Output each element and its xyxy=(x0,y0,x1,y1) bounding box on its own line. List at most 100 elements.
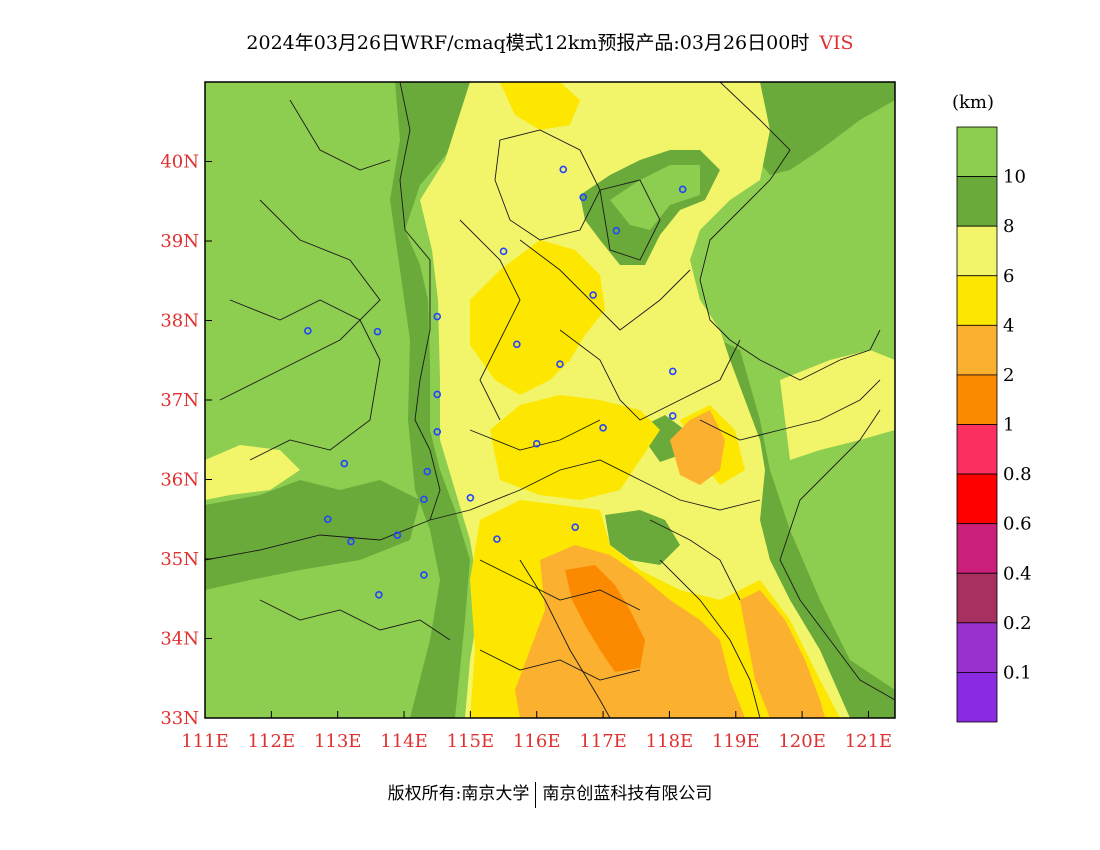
lon-tick-label: 111E xyxy=(181,731,229,752)
lat-tick-label: 37N xyxy=(160,390,199,411)
province-boundary-shanxi-henan xyxy=(205,509,471,561)
map-title: 2024年03月26日WRF/cmaq模式12km预报产品:03月26日00时 V… xyxy=(0,28,1100,55)
colorbar-segment xyxy=(956,126,998,177)
lon-tick-label: 114E xyxy=(380,731,428,752)
footer-right: 南京创蓝科技有限公司 xyxy=(542,784,713,804)
city-marker xyxy=(668,367,677,376)
city-marker xyxy=(420,495,428,504)
county-boundary-9 xyxy=(289,99,391,171)
lat-tick-label: 35N xyxy=(160,549,199,570)
colorbar-label: 0.1 xyxy=(1003,662,1032,683)
county-boundary-4 xyxy=(519,239,691,331)
field-gt10-jing-jin xyxy=(610,165,700,230)
colorbar-segment xyxy=(956,176,998,227)
city-marker xyxy=(373,327,382,336)
county-boundary-2 xyxy=(229,299,381,461)
county-boundary-11 xyxy=(699,379,881,441)
lat-tick-label: 39N xyxy=(160,231,199,252)
colorbar-segment xyxy=(956,324,998,376)
field-1-2-core xyxy=(565,565,645,672)
colorbar-segment xyxy=(956,424,998,475)
city-marker xyxy=(678,185,687,194)
field-4-6-hebei xyxy=(470,240,605,395)
colorbar-label: 4 xyxy=(1003,315,1014,336)
colorbar-label: 0.6 xyxy=(1003,514,1032,535)
colorbar-segment xyxy=(956,672,998,723)
field-6-8-sw xyxy=(205,445,300,500)
map-ticks: 111E 112E 113E 114E 115E 116E 117E 118E 119E 120E… xyxy=(160,152,892,753)
copyright-footer: 版权所有:南京大学 南京创蓝科技有限公司 xyxy=(0,779,1100,808)
city-marker xyxy=(347,537,355,546)
city-marker xyxy=(589,291,597,299)
lon-tick-label: 120E xyxy=(778,731,826,752)
colorbar-segment xyxy=(956,622,998,673)
city-marker xyxy=(499,247,508,256)
city-marker xyxy=(433,390,442,399)
province-boundary-hebei-shandong xyxy=(559,329,741,421)
city-marker xyxy=(466,493,475,502)
city-marker xyxy=(375,590,383,599)
province-boundary-beijing xyxy=(494,129,601,241)
lon-tick-label: 112E xyxy=(248,731,296,752)
city-marker xyxy=(423,467,432,476)
colorbar-label: 8 xyxy=(1003,216,1014,237)
colorbar-label: 0.8 xyxy=(1003,464,1032,485)
lat-tick-label: 34N xyxy=(160,629,199,650)
county-boundary-3 xyxy=(459,219,521,421)
lat-tick-label: 40N xyxy=(160,152,199,173)
footer-separator xyxy=(535,781,537,808)
colorbar-label: 2 xyxy=(1003,365,1014,386)
city-marker xyxy=(304,327,312,335)
province-boundary-jiangsu-anhui xyxy=(659,559,761,718)
city-marker xyxy=(323,515,332,524)
city-marker xyxy=(571,523,580,532)
field-6-8-east xyxy=(780,350,895,460)
lon-tick-label: 121E xyxy=(845,731,893,752)
field-2-4-shandong xyxy=(670,410,725,485)
field-8-10-southwest xyxy=(205,480,420,590)
city-marker xyxy=(340,459,349,468)
coastline-yellow-sea xyxy=(779,409,895,701)
field-8-10-west xyxy=(390,82,470,718)
lon-tick-label: 119E xyxy=(712,731,760,752)
colorbar-segment xyxy=(956,473,998,525)
colorbar-label: 10 xyxy=(1003,167,1026,188)
colorbar-label: 6 xyxy=(1003,266,1014,287)
city-marker xyxy=(433,312,442,321)
colorbar-segment xyxy=(956,225,998,277)
lon-tick-label: 117E xyxy=(579,731,627,752)
province-boundary-henan-shandong xyxy=(469,459,761,511)
city-marker xyxy=(393,531,402,539)
visibility-field xyxy=(205,82,895,718)
colorbar-label: 1 xyxy=(1003,415,1014,436)
colorbar-segment xyxy=(956,374,998,425)
lat-tick-label: 33N xyxy=(160,708,199,729)
province-boundary-shanxi-hebei xyxy=(399,82,441,521)
city-marker xyxy=(559,165,568,174)
colorbar-label: 0.4 xyxy=(1003,563,1032,584)
title-variable: VIS xyxy=(819,32,854,54)
colorbar-segment xyxy=(956,275,998,326)
colorbar-legend: 10 8 6 4 2 1 0.8 0.6 0.4 0.2 0.1 (km) xyxy=(952,92,1032,723)
city-marker xyxy=(513,340,521,349)
city-marker xyxy=(433,427,442,436)
lon-tick-label: 118E xyxy=(646,731,694,752)
lat-tick-label: 36N xyxy=(160,470,199,491)
title-main: 2024年03月26日WRF/cmaq模式12km预报产品:03月26日00时 xyxy=(246,32,810,54)
coastline-bohai xyxy=(699,82,881,381)
colorbar-label: 0.2 xyxy=(1003,613,1032,634)
lon-tick-label: 113E xyxy=(314,731,362,752)
field-8-10-east xyxy=(740,82,895,175)
footer-left: 版权所有:南京大学 xyxy=(387,784,530,804)
colorbar-segment xyxy=(956,572,998,624)
province-boundary-tianjin xyxy=(599,179,661,261)
county-boundary-8 xyxy=(649,519,741,601)
city-marker xyxy=(599,424,607,432)
county-boundary-7 xyxy=(479,559,641,611)
city-marker xyxy=(493,535,501,543)
county-boundary-6 xyxy=(259,599,451,641)
field-2-4-east xyxy=(740,590,825,718)
city-marker xyxy=(556,360,564,369)
colorbar-unit: (km) xyxy=(952,92,994,113)
